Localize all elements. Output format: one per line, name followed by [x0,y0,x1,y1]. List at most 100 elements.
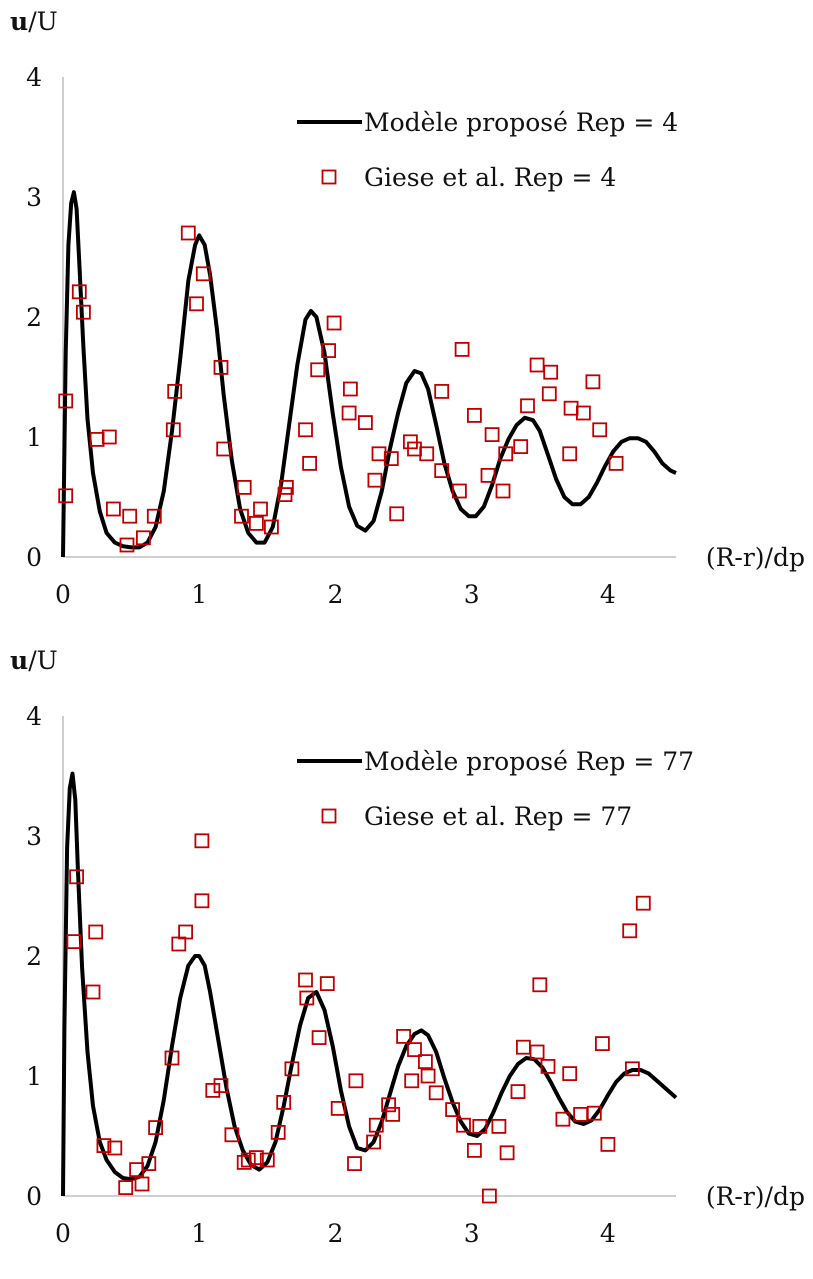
chart-1-data-point [529,357,545,373]
chart-2-data-point [540,1058,556,1074]
chart-2-data-point [622,923,638,939]
chart-2-data-point [107,1140,123,1156]
chart-2-data-point [595,1036,610,1052]
chart-2-data-point [96,1138,112,1154]
chart-2-data-point [224,1127,240,1143]
chart-1-data-point [480,467,496,483]
chart-1-x-tick-label: 0 [55,580,71,609]
chart-2-data-point [348,1073,364,1089]
chart-1-data-point [371,446,387,462]
chart-1-data-point [592,422,608,438]
chart-2-data-point [529,1044,545,1060]
chart-1-data-point [543,364,559,380]
chart-1-x-tick-label: 1 [191,580,207,609]
chart-1-data-point [498,446,514,462]
chart-2-data-point [385,1106,401,1122]
chart-2-data-point [407,1042,422,1058]
chart-1-data-point [562,446,578,462]
chart-2-data-point [555,1111,571,1127]
chart-1-data-point [106,501,121,517]
chart-2-data-point [516,1039,531,1055]
chart-2-y-tick-label: 3 [26,822,42,851]
chart-2-data-point [396,1028,412,1044]
chart-2-y-tick-label: 1 [26,1062,42,1091]
chart-2-data-point [259,1152,275,1168]
chart-2-data-point [404,1073,420,1089]
chart-2-x-tick-label: 4 [600,1219,616,1248]
chart-1-data-point [451,483,467,499]
chart-1-data-point [89,431,105,447]
chart-1-data-point [189,296,204,312]
chart-2-data-point [625,1061,640,1077]
chart-1-data-point [310,362,326,378]
chart-2-legend-label: Giese et al. Rep = 77 [364,802,632,831]
chart-2-data-point [330,1100,346,1116]
chart-1-data-point [434,383,450,399]
chart-1-legend-label: Giese et al. Rep = 4 [364,163,616,192]
chart-2-data-point [532,977,548,993]
chart-1-data-point [389,506,405,522]
chart-1-legend: Modèle proposé Rep = 4 Giese et al. Rep =… [297,108,678,192]
chart-2-data-point [134,1176,150,1192]
chart-1-data-point [367,472,383,488]
chart-1-y-axis-title-bold: u [10,7,28,36]
chart-1-data-point [248,516,264,531]
chart-panel-1: 0 1 2 3 4 0 1 2 3 4 u/U (R-r)/dp Modèle proposé Rep … [10,7,805,609]
chart-2-data-point [510,1084,526,1100]
chart-2-x-tick-label: 3 [464,1219,480,1248]
chart-2-data-point [164,1050,180,1066]
chart-2-data-point [472,1118,488,1134]
chart-1-data-point [454,341,470,357]
chart-1-data-point [326,315,342,331]
chart-2-data-point [366,1134,382,1150]
chart-1-data-point [357,415,373,431]
chart-2-data-point [85,984,101,1000]
chart-2-y-axis-title: u/U [10,646,58,675]
chart-1-data-point [342,381,358,397]
chart-1-giese-points [58,225,624,553]
chart-2-data-point [635,895,651,911]
chart-1-data-point [513,439,529,455]
chart-2-data-point [586,1105,602,1121]
chart-2-data-point [141,1156,157,1171]
chart-2-data-point [171,936,187,952]
chart-1-data-point [119,537,135,553]
chart-2-data-point [381,1097,397,1113]
chart-1-y-tick-label: 4 [26,63,42,92]
chart-2-data-point [298,972,313,988]
chart-2-y-axis-title-rest: /U [28,646,58,675]
chart-1-model-curve [61,190,677,558]
chart-1-data-point [76,304,91,320]
chart-2-data-point [573,1106,588,1122]
chart-2-data-point [417,1054,433,1070]
chart-1-data-point [585,374,601,390]
chart-2-data-point [69,869,84,885]
chart-1-data-point [383,451,399,467]
chart-2-data-point [66,934,82,950]
chart-2-data-point [499,1145,515,1161]
chart-2-data-point [148,1120,164,1136]
chart-2-y-tick-label: 0 [26,1182,42,1211]
chart-2-data-point [284,1061,300,1077]
chart-1-y-tick-label: 2 [26,303,42,332]
chart-1-x-tick-label: 4 [600,580,616,609]
chart-1-data-point [71,284,87,300]
chart-2-data-point [240,1152,256,1168]
chart-panel-2: 0 1 2 3 4 0 1 2 3 4 u/U (R-r)/dp Modèle proposé Rep … [0,639,813,1279]
chart-2-data-point [466,1142,482,1158]
chart-1-data-point [321,343,337,359]
chart-2-data-point [491,1118,507,1134]
chart-1-y-tick-label: 0 [26,543,42,572]
chart-1-data-point [302,455,318,471]
chart-1-data-point [101,429,117,445]
chart-2-y-tick-label: 4 [26,702,42,731]
chart-2-data-point [270,1124,286,1140]
chart-2-x-tick-label: 1 [191,1219,207,1248]
chart-1-data-point [341,405,357,421]
chart-2-x-tick-label: 0 [55,1219,71,1248]
chart-2-data-point [428,1085,444,1101]
chart-1-data-point [541,386,557,402]
chart-2-data-point [445,1102,461,1118]
chart-2-data-point [248,1150,264,1165]
chart-2-data-point [456,1117,471,1133]
